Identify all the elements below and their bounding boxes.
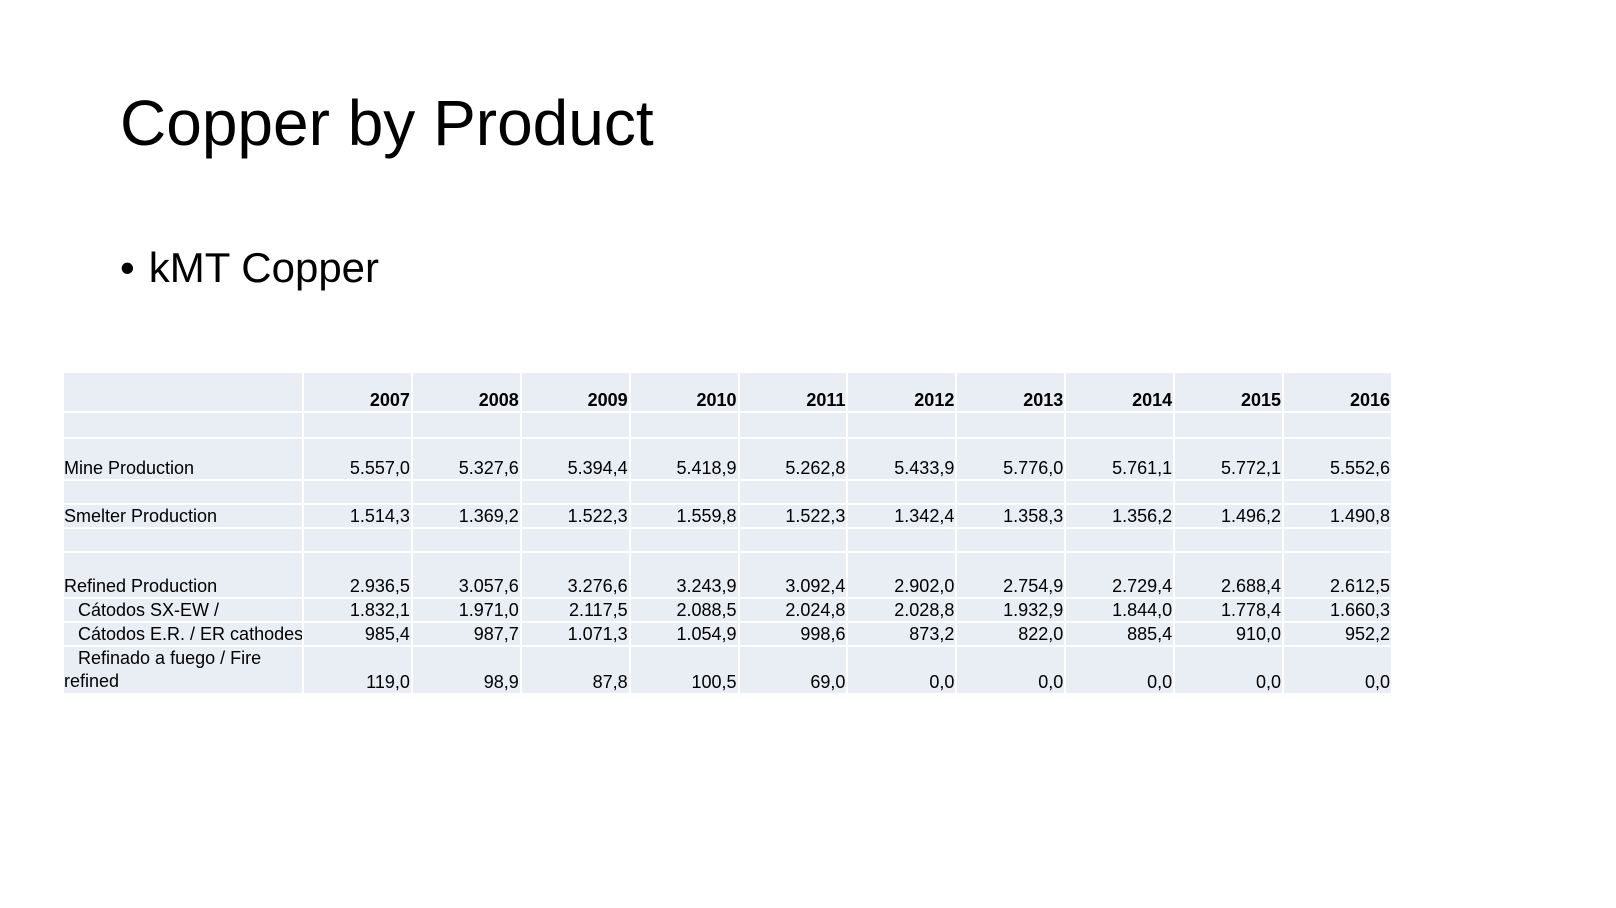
table-cell: 87,8 (521, 647, 629, 693)
table-cell: 985,4 (304, 623, 411, 645)
table-cell: 100,5 (630, 647, 738, 693)
table-cell: 119,0 (304, 647, 411, 693)
year-header: 2013 (957, 373, 1065, 411)
row-label-line1: Refinado a fuego / Fire (78, 648, 262, 668)
table-cell: 1.522,3 (521, 505, 629, 527)
table-cell: 1.844,0 (1066, 599, 1174, 621)
table-cell: 3.276,6 (521, 553, 629, 597)
table-cell: 1.356,2 (1066, 505, 1174, 527)
table-cell: 5.394,4 (521, 439, 629, 479)
table-cell: 873,2 (848, 623, 956, 645)
table-cell: 822,0 (957, 623, 1065, 645)
table-cell: 2.117,5 (521, 599, 629, 621)
table-cell: 3.092,4 (739, 553, 847, 597)
table-cell: 1.490,8 (1284, 505, 1391, 527)
table-row: Cátodos E.R. / ER cathodes 985,4 987,7 1… (64, 623, 1391, 645)
bullet-item: • kMT Copper (120, 244, 380, 291)
table-cell: 0,0 (957, 647, 1065, 693)
year-header: 2011 (739, 373, 847, 411)
table-cell: 5.327,6 (412, 439, 520, 479)
table-cell: 885,4 (1066, 623, 1174, 645)
table-row: Mine Production 5.557,0 5.327,6 5.394,4 … (64, 439, 1391, 479)
year-header: 2009 (521, 373, 629, 411)
row-label: Cátodos SX-EW / (64, 599, 302, 621)
header-empty-cell (64, 373, 302, 411)
row-label: Cátodos E.R. / ER cathodes (64, 623, 302, 645)
spacer-row (64, 413, 1391, 437)
table-cell: 1.522,3 (739, 505, 847, 527)
table-cell: 1.660,3 (1284, 599, 1391, 621)
table-row: Cátodos SX-EW / 1.832,1 1.971,0 2.117,5 … (64, 599, 1391, 621)
table-cell: 952,2 (1284, 623, 1391, 645)
spacer-row (64, 481, 1391, 503)
row-label: Refined Production (64, 553, 302, 597)
table-cell: 1.932,9 (957, 599, 1065, 621)
table-cell: 5.776,0 (957, 439, 1065, 479)
table-cell: 0,0 (1175, 647, 1283, 693)
table-cell: 998,6 (739, 623, 847, 645)
table-cell: 2.902,0 (848, 553, 956, 597)
table-cell: 2.028,8 (848, 599, 956, 621)
table-cell: 69,0 (739, 647, 847, 693)
table-cell: 2.612,5 (1284, 553, 1391, 597)
table-cell: 5.418,9 (630, 439, 738, 479)
table-cell: 1.054,9 (630, 623, 738, 645)
row-label: Smelter Production (64, 505, 302, 527)
year-header: 2012 (848, 373, 956, 411)
year-header: 2010 (630, 373, 738, 411)
table-cell: 2.688,4 (1175, 553, 1283, 597)
table-cell: 1.832,1 (304, 599, 411, 621)
table-cell: 1.342,4 (848, 505, 956, 527)
table-cell: 98,9 (412, 647, 520, 693)
table-cell: 1.971,0 (412, 599, 520, 621)
spacer-row (64, 529, 1391, 551)
table-cell: 2.024,8 (739, 599, 847, 621)
row-label-line2: refined (64, 671, 120, 691)
year-header: 2014 (1066, 373, 1174, 411)
year-header: 2015 (1175, 373, 1283, 411)
table-cell: 1.496,2 (1175, 505, 1283, 527)
row-label: Refinado a fuego / Fire refined (64, 647, 302, 693)
year-header: 2016 (1284, 373, 1391, 411)
table-row: Refinado a fuego / Fire refined 119,0 98,… (64, 647, 1391, 693)
copper-production-table: 2007 2008 2009 2010 2011 2012 2013 2014 … (62, 371, 1393, 695)
table-cell: 3.057,6 (412, 553, 520, 597)
table-cell: 5.552,6 (1284, 439, 1391, 479)
table-cell: 2.936,5 (304, 553, 411, 597)
table-cell: 0,0 (1066, 647, 1174, 693)
bullet-text: kMT Copper (148, 244, 380, 291)
table-cell: 5.761,1 (1066, 439, 1174, 479)
table-cell: 5.262,8 (739, 439, 847, 479)
table-row: Smelter Production 1.514,3 1.369,2 1.522… (64, 505, 1391, 527)
table-cell: 5.557,0 (304, 439, 411, 479)
table-header-row: 2007 2008 2009 2010 2011 2012 2013 2014 … (64, 373, 1391, 411)
table-cell: 0,0 (1284, 647, 1391, 693)
table-cell: 2.754,9 (957, 553, 1065, 597)
table-cell: 1.071,3 (521, 623, 629, 645)
table-cell: 1.559,8 (630, 505, 738, 527)
year-header: 2008 (412, 373, 520, 411)
table-cell: 1.369,2 (412, 505, 520, 527)
table-cell: 5.433,9 (848, 439, 956, 479)
year-header: 2007 (304, 373, 411, 411)
table-cell: 3.243,9 (630, 553, 738, 597)
row-label: Mine Production (64, 439, 302, 479)
slide-title: Copper by Product (120, 87, 654, 159)
table-cell: 0,0 (848, 647, 956, 693)
table-cell: 5.772,1 (1175, 439, 1283, 479)
table-row: Refined Production 2.936,5 3.057,6 3.276… (64, 553, 1391, 597)
bullet-dot-icon: • (120, 244, 135, 291)
table-cell: 1.514,3 (304, 505, 411, 527)
table-cell: 1.778,4 (1175, 599, 1283, 621)
table-cell: 2.088,5 (630, 599, 738, 621)
table-cell: 987,7 (412, 623, 520, 645)
table-cell: 910,0 (1175, 623, 1283, 645)
table-cell: 1.358,3 (957, 505, 1065, 527)
table-cell: 2.729,4 (1066, 553, 1174, 597)
